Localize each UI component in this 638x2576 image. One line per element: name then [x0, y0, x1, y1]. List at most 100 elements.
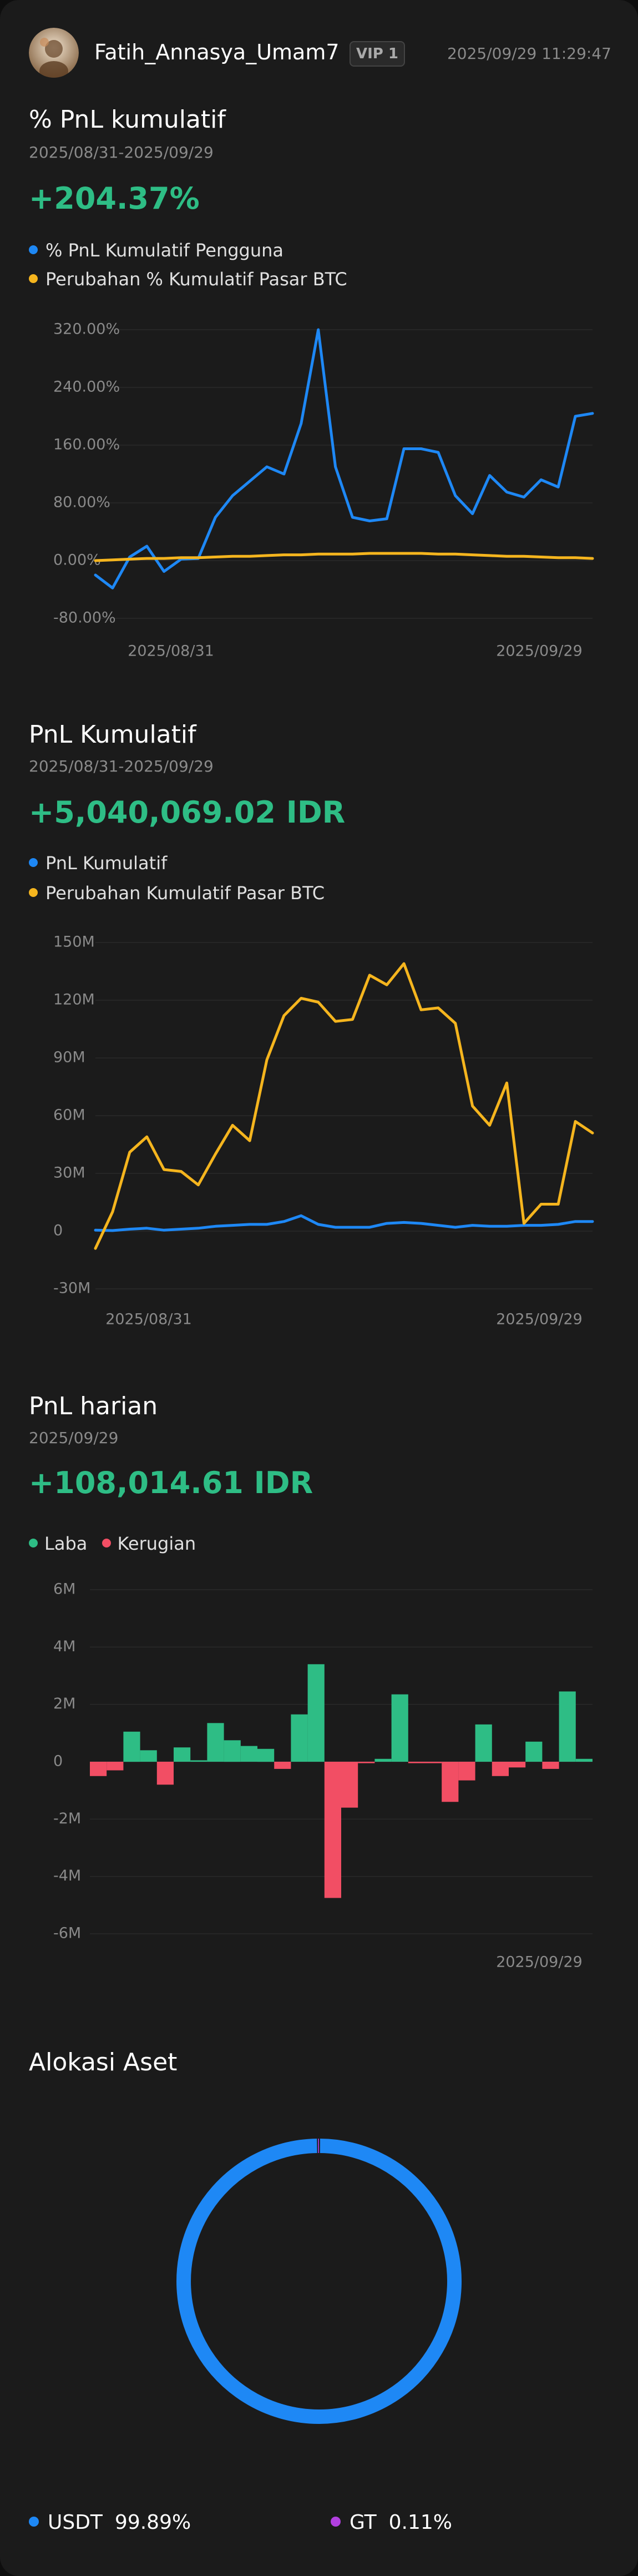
alloc-pct: 0.11%: [388, 2511, 452, 2534]
y-tick-label: 320.00%: [53, 321, 120, 338]
pnl-daily-date: 2025/09/29: [29, 1429, 119, 1447]
legend-dot-icon: [29, 858, 38, 867]
loss-bar: [156, 1762, 174, 1785]
series-line-user: [94, 328, 594, 589]
loss-bar: [509, 1762, 526, 1768]
loss-bar: [442, 1762, 459, 1802]
pnl-cum-date: 2025/08/31-2025/09/29: [29, 757, 214, 775]
profit-bar: [559, 1691, 576, 1762]
series-line-user: [94, 1214, 594, 1232]
x-tick-label: 2025/09/29: [496, 643, 583, 660]
y-tick-label: 240.00%: [53, 379, 120, 396]
y-tick-label: 120M: [53, 991, 95, 1009]
profit-bar: [525, 1741, 543, 1762]
pnl-daily-chart[interactable]: -6M -4M -2M 0 2M 4M 6M 2025/09/29: [0, 1571, 638, 1976]
y-tick-label: -30M: [53, 1280, 90, 1297]
x-tick-label: 2025/08/31: [128, 643, 214, 660]
x-tick-label: 2025/09/29: [496, 1311, 583, 1328]
profit-bar: [475, 1724, 492, 1762]
y-tick-label: 60M: [53, 1107, 85, 1124]
profit-bar: [224, 1740, 241, 1762]
profit-bar: [374, 1758, 392, 1762]
profit-bar: [140, 1750, 157, 1762]
legend-user-cum: PnL Kumulatif: [29, 853, 167, 874]
legend-label: % PnL Kumulatif Pengguna: [45, 240, 284, 261]
y-tick-label: 6M: [53, 1581, 75, 1598]
donut-slice-usdt: [176, 2139, 462, 2424]
alloc-dot-icon: [331, 2517, 341, 2527]
alloc-gt: GT 0.11%: [331, 2511, 452, 2534]
legend-dot-icon: [102, 1539, 111, 1547]
pnl-pct-title: % PnL kumulatif: [29, 105, 226, 134]
x-tick-label: 2025/08/31: [105, 1311, 192, 1328]
legend-loss: Kerugian: [102, 1533, 196, 1554]
pnl-pct-chart[interactable]: -80.00% 0.00% 80.00% 160.00% 240.00% 320.00% 2…: [0, 311, 638, 666]
y-tick-label: 2M: [53, 1695, 75, 1712]
alloc-pct: 99.89%: [114, 2511, 191, 2534]
profit-bar: [123, 1731, 140, 1762]
profit-bar: [291, 1714, 308, 1762]
pnl-daily-value: +108,014.61 IDR: [29, 1465, 313, 1500]
loss-bar: [425, 1762, 442, 1763]
loss-bar: [458, 1762, 475, 1781]
series-line-btc: [94, 552, 594, 562]
legend-label: Kerugian: [117, 1533, 196, 1554]
loss-bar: [358, 1762, 375, 1763]
profit-bar: [307, 1664, 325, 1762]
allocation-donut[interactable]: [0, 2120, 638, 2453]
legend-label: Perubahan % Kumulatif Pasar BTC: [45, 269, 347, 290]
pnl-cum-title: PnL Kumulatif: [29, 720, 196, 749]
alloc-usdt: USDT 99.89%: [29, 2511, 191, 2534]
legend-profit: Laba: [29, 1533, 87, 1554]
loss-bar: [492, 1762, 509, 1776]
loss-bar: [107, 1762, 124, 1771]
loss-bar: [341, 1762, 358, 1808]
profit-bar: [575, 1758, 593, 1762]
y-tick-label: 160.00%: [53, 436, 120, 453]
allocation-title: Alokasi Aset: [29, 2048, 178, 2076]
loss-bar: [90, 1762, 107, 1776]
pnl-cum-chart[interactable]: -30M 0 30M 60M 90M 120M 150M 2025/08/31 2025/09/…: [0, 921, 638, 1343]
profit-bar: [391, 1694, 408, 1762]
y-tick-label: -4M: [53, 1867, 81, 1884]
y-tick-label: 90M: [53, 1049, 85, 1066]
profit-bar: [207, 1723, 224, 1762]
legend-btc-pct: Perubahan % Kumulatif Pasar BTC: [29, 269, 347, 290]
loss-bar: [408, 1762, 425, 1763]
profit-bar: [240, 1746, 257, 1762]
legend-user-pct: % PnL Kumulatif Pengguna: [29, 240, 283, 261]
loss-bar: [274, 1762, 291, 1769]
username: Fatih_Annasya_Umam7: [94, 40, 340, 64]
y-tick-label: 0.00%: [53, 552, 101, 569]
loss-bar: [324, 1762, 341, 1898]
y-tick-label: -2M: [53, 1810, 81, 1827]
alloc-name: USDT: [48, 2511, 103, 2534]
y-tick-label: 4M: [53, 1638, 75, 1655]
profit-bar: [174, 1747, 191, 1762]
legend-label: PnL Kumulatif: [45, 853, 168, 874]
header: Fatih_Annasya_Umam7 VIP 1 2025/09/29 11:…: [29, 28, 611, 78]
pnl-daily-title: PnL harian: [29, 1392, 158, 1420]
pnl-pct-value: +204.37%: [29, 181, 200, 216]
y-tick-label: 150M: [53, 934, 95, 951]
y-tick-label: 0: [53, 1222, 63, 1239]
legend-daily: Laba Kerugian: [29, 1533, 205, 1554]
x-tick-label: 2025/09/29: [496, 1954, 583, 1971]
pnl-pct-date: 2025/08/31-2025/09/29: [29, 143, 214, 162]
user-avatar-icon[interactable]: [29, 28, 79, 78]
timestamp: 2025/09/29 11:29:47: [447, 44, 611, 63]
pnl-cum-value: +5,040,069.02 IDR: [29, 795, 346, 830]
profit-bar: [257, 1748, 275, 1762]
profit-bar: [190, 1760, 207, 1762]
vip-badge: VIP 1: [350, 41, 405, 67]
legend-btc-cum: Perubahan Kumulatif Pasar BTC: [29, 883, 325, 904]
legend-dot-icon: [29, 1539, 38, 1547]
legend-dot-icon: [29, 274, 38, 283]
y-tick-label: 30M: [53, 1165, 85, 1182]
legend-label: Perubahan Kumulatif Pasar BTC: [45, 883, 325, 904]
legend-dot-icon: [29, 888, 38, 897]
y-tick-label: -6M: [53, 1925, 81, 1942]
y-tick-label: 80.00%: [53, 494, 110, 511]
alloc-name: GT: [350, 2511, 377, 2534]
